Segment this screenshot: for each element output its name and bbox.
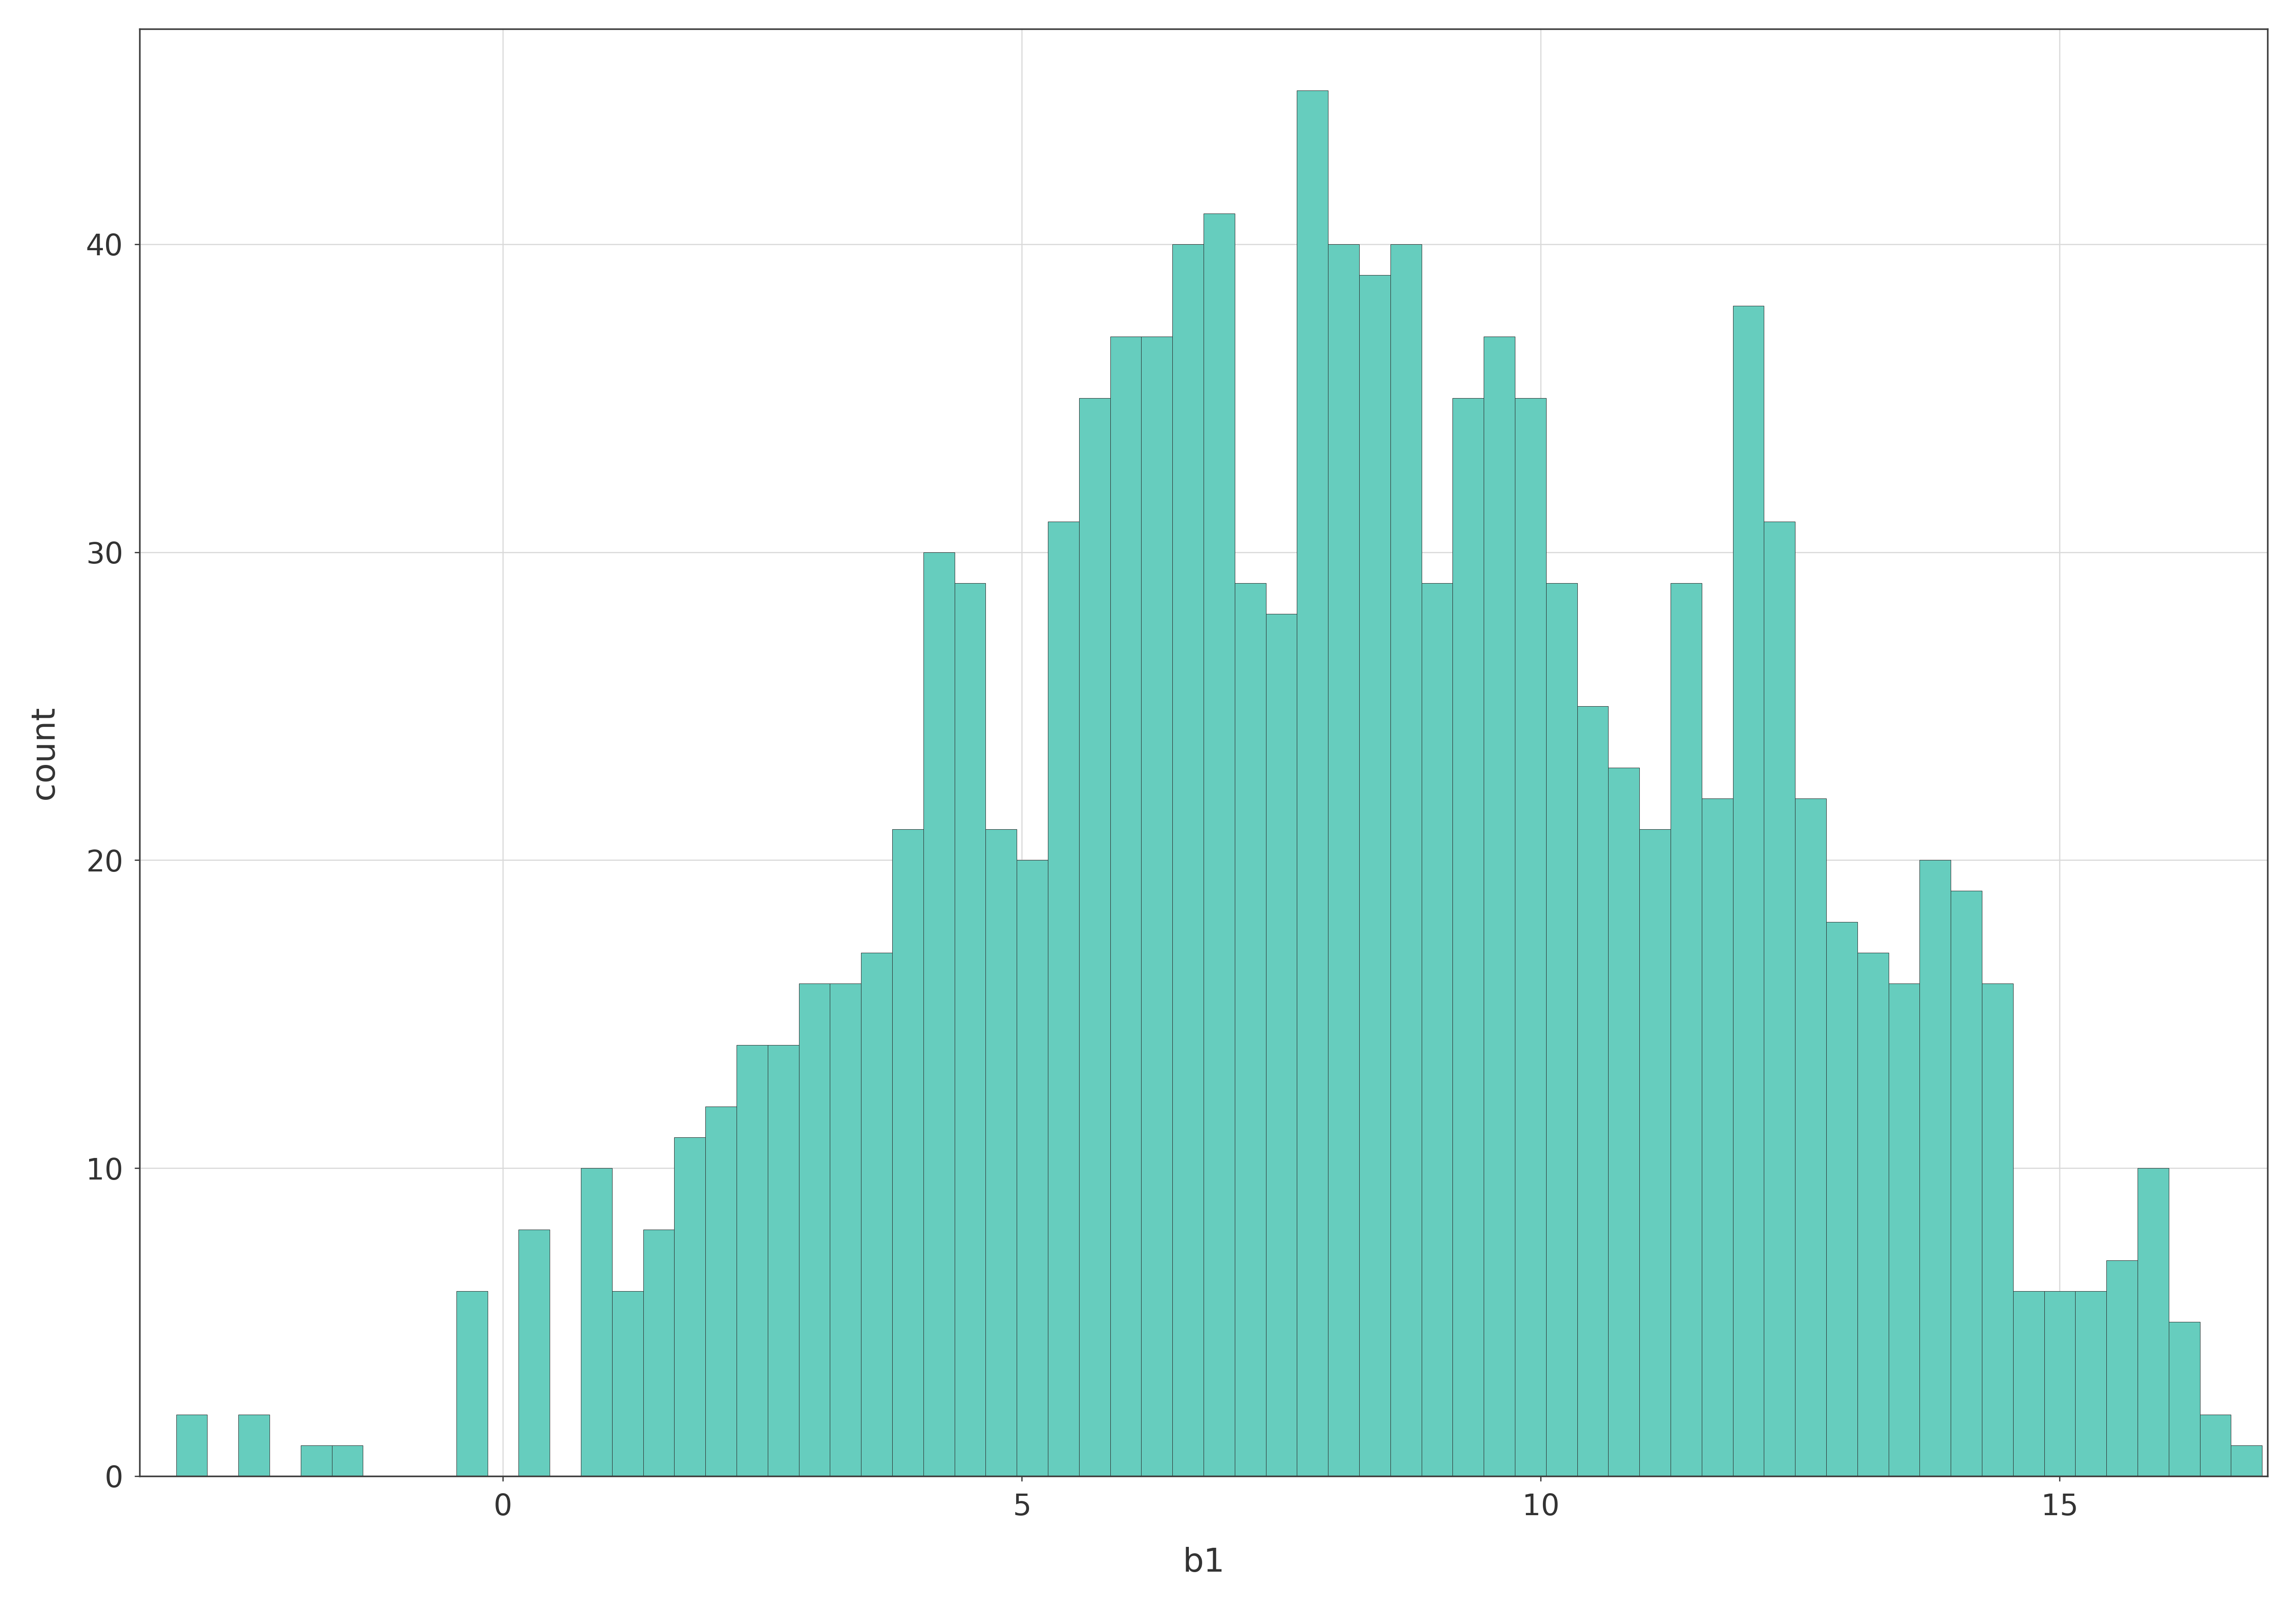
Bar <box>1483 336 1515 1477</box>
Bar <box>1203 214 1235 1477</box>
Bar <box>1017 860 1047 1477</box>
Bar <box>985 829 1017 1477</box>
Bar <box>1671 583 1701 1477</box>
Bar <box>893 829 923 1477</box>
Bar <box>1515 399 1545 1477</box>
Bar <box>333 1445 363 1477</box>
Bar <box>1857 953 1890 1477</box>
Bar <box>2170 1323 2200 1477</box>
Bar <box>2014 1292 2043 1477</box>
Bar <box>1577 705 1607 1477</box>
Bar <box>2105 1260 2138 1477</box>
Bar <box>1639 829 1671 1477</box>
Bar <box>923 553 955 1477</box>
Bar <box>799 983 829 1477</box>
Bar <box>2076 1292 2105 1477</box>
Bar <box>829 983 861 1477</box>
Bar <box>613 1292 643 1477</box>
Bar <box>2043 1292 2076 1477</box>
Bar <box>581 1168 613 1477</box>
Bar <box>1173 244 1203 1477</box>
Bar <box>955 583 985 1477</box>
Bar <box>1047 521 1079 1477</box>
Bar <box>1453 399 1483 1477</box>
Bar <box>675 1138 705 1477</box>
Bar <box>705 1107 737 1477</box>
Bar <box>1327 244 1359 1477</box>
Bar <box>1359 275 1391 1477</box>
Bar <box>1111 336 1141 1477</box>
Bar <box>457 1292 487 1477</box>
Bar <box>1919 860 1952 1477</box>
Bar <box>2200 1414 2232 1477</box>
Bar <box>1701 799 1733 1477</box>
Bar <box>1545 583 1577 1477</box>
Bar <box>1391 244 1421 1477</box>
X-axis label: b1: b1 <box>1182 1546 1224 1578</box>
Bar <box>1297 90 1327 1477</box>
Bar <box>1607 768 1639 1477</box>
Bar <box>2138 1168 2170 1477</box>
Y-axis label: count: count <box>28 705 60 799</box>
Bar <box>1235 583 1265 1477</box>
Bar <box>519 1229 549 1477</box>
Bar <box>1981 983 2014 1477</box>
Bar <box>1141 336 1173 1477</box>
Bar <box>1825 922 1857 1477</box>
Bar <box>1952 890 1981 1477</box>
Bar <box>177 1414 207 1477</box>
Bar <box>767 1045 799 1477</box>
Bar <box>1421 583 1453 1477</box>
Bar <box>2232 1445 2262 1477</box>
Bar <box>1079 399 1111 1477</box>
Bar <box>1795 799 1825 1477</box>
Bar <box>737 1045 767 1477</box>
Bar <box>1265 614 1297 1477</box>
Bar <box>1763 521 1795 1477</box>
Bar <box>301 1445 333 1477</box>
Bar <box>239 1414 269 1477</box>
Bar <box>643 1229 675 1477</box>
Bar <box>1733 305 1763 1477</box>
Bar <box>1890 983 1919 1477</box>
Bar <box>861 953 893 1477</box>
